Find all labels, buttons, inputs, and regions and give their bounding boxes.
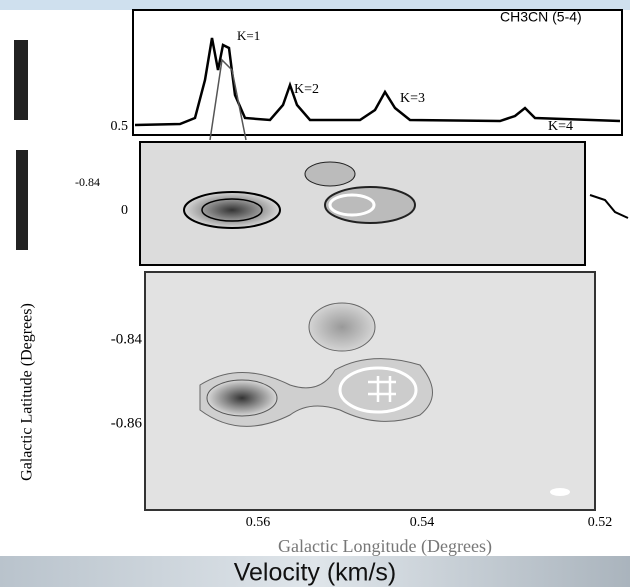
spectrum-fragment <box>589 194 629 219</box>
peak-label: K=3 <box>400 91 425 106</box>
middle-map: -0.84 0 <box>75 141 629 266</box>
y-tick-label: -0.84 <box>111 331 143 347</box>
y-axis-label: Galactic Latitude (Degrees) <box>19 303 36 481</box>
beam <box>550 488 570 496</box>
contour <box>308 302 376 352</box>
contour <box>201 198 263 222</box>
fit-line <box>209 58 247 141</box>
footer-bar <box>0 556 630 587</box>
bottom-map: -0.84 -0.86 Galactic Latitude (Degrees) … <box>19 271 613 557</box>
contour <box>304 161 356 187</box>
contour <box>328 193 376 217</box>
footer-label: Velocity (km/s) <box>234 559 397 587</box>
y-tick-label: 0.5 <box>111 119 129 134</box>
contour <box>324 186 416 224</box>
x-tick-label: 0.54 <box>410 515 435 530</box>
y-tick-label: 0 <box>121 203 128 218</box>
contour <box>183 191 281 229</box>
y-tick-label: -0.86 <box>111 415 143 431</box>
spectrum-title: CH3CN (5-4) <box>500 9 582 25</box>
top-strip <box>0 0 630 10</box>
contour <box>206 379 278 417</box>
spectrum-panel: CH3CN (5-4) K=1 K=2 K=3 K=4 0.5 <box>111 9 623 141</box>
spectrum-line <box>134 37 621 127</box>
peak-label: K=1 <box>237 28 260 43</box>
peak-label: K=4 <box>548 119 573 134</box>
x-tick-label: 0.56 <box>246 515 271 530</box>
blurred-axis-label <box>16 150 28 250</box>
blurred-axis-label <box>14 40 28 120</box>
x-tick-label: 0.52 <box>588 515 613 530</box>
y-tick-label: -0.84 <box>75 175 100 189</box>
x-axis-label: Galactic Longitude (Degrees) <box>278 536 492 557</box>
marker <box>368 376 396 402</box>
peak-label: K=2 <box>294 82 319 97</box>
